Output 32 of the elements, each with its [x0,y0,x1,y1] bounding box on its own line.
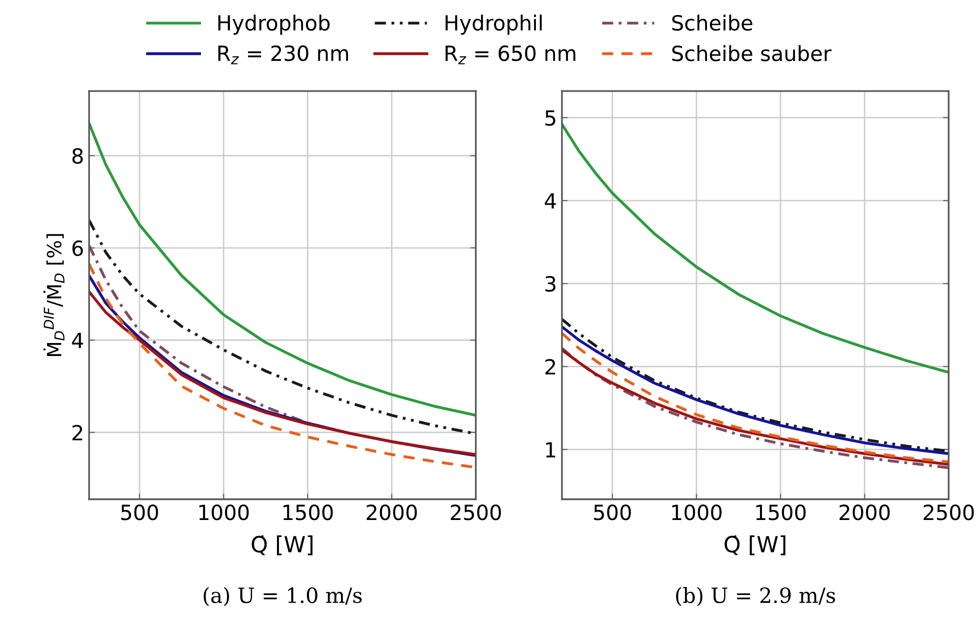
legend-label: Scheibe sauber [672,45,832,62]
x-tick-label: 2000 [366,504,417,520]
y-tick-label: 2 [72,424,82,440]
legend-label: Scheibe [672,14,752,31]
legend-label: R$_{z}$ = 650 nm [446,45,576,64]
text: (b) U = 2.9 m/s [676,587,836,606]
x-tick-label: 500 [594,504,631,520]
x-tick-label: 1000 [199,504,249,520]
y-tick-label: 4 [544,193,556,208]
x-tick-label: 2500 [924,504,974,520]
x-tick-label: 2500 [450,504,501,520]
y-tick-label: 6 [72,240,83,256]
x-tick-label: 1500 [756,504,806,520]
line-series [562,122,949,374]
x-axis-title: Q̇ [W] [252,535,312,556]
y-axis-title: Ṁ$_{D}$$^{DIF}$/Ṁ$_{D}$ [%] [43,234,64,356]
x-tick-label: 1000 [672,504,722,520]
x-axis-title: Q̇ [W] [724,535,786,556]
y-tick-label: 5 [545,110,556,126]
y-tick-label: 3 [545,276,556,292]
y-tick-label: 2 [545,358,555,374]
legend-label: Hydrophob [218,14,330,35]
x-tick-label: 500 [121,504,158,520]
x-tick-label: 2000 [840,504,890,520]
text: (a) U = 1.0 m/s [204,587,362,606]
legend-label: Hydrophil [446,14,542,35]
y-tick-label: 8 [72,148,83,164]
x-tick-label: 1500 [283,504,333,520]
y-tick-label: 4 [72,332,84,348]
y-tick-label: 1 [546,442,556,458]
legend-label: R$_{z}$ = 230 nm [218,45,348,64]
line-series [89,122,476,417]
